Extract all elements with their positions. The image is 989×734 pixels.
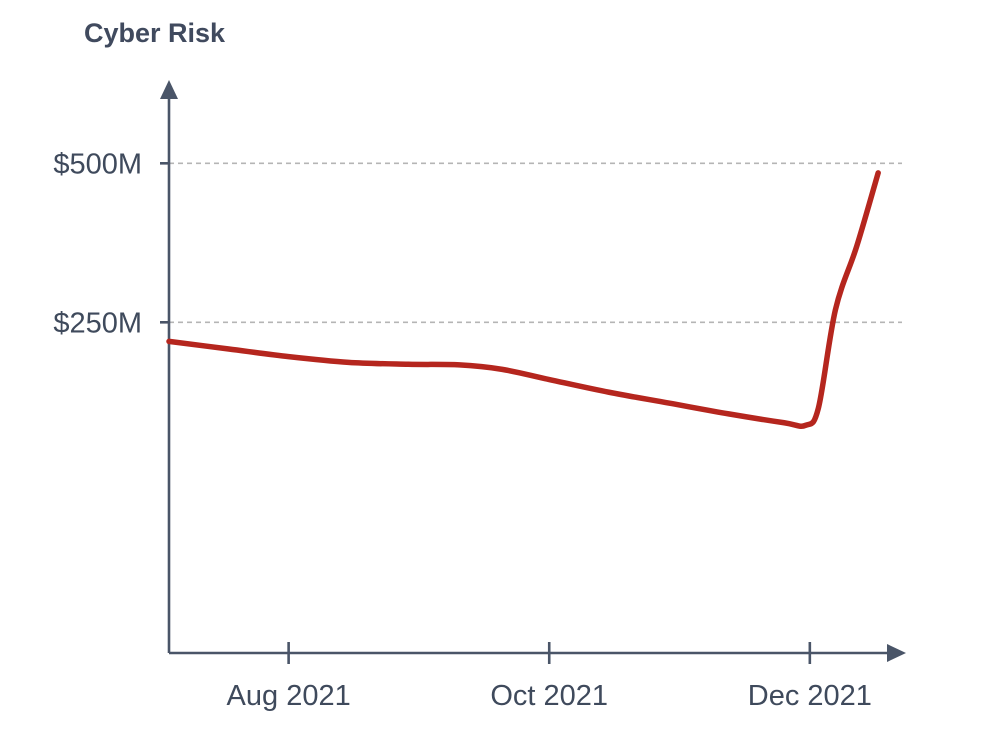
- series: [166, 170, 881, 429]
- x-tick-label: Oct 2021: [490, 680, 608, 712]
- axes: [160, 80, 906, 662]
- y-axis-label: Cyber Risk: [84, 18, 226, 48]
- x-axis-arrow-icon: [887, 644, 906, 662]
- y-tick-label: $500M: [53, 148, 142, 180]
- x-tick-label: Dec 2021: [748, 680, 872, 712]
- y-tick-labels: $250M $500M: [53, 148, 142, 339]
- series-line: [166, 170, 881, 429]
- x-tick-label: Aug 2021: [227, 680, 351, 712]
- y-tick-label: $250M: [53, 307, 142, 339]
- x-ticks: Aug 2021 Oct 2021 Dec 2021: [227, 642, 872, 712]
- gridlines: [160, 162, 902, 324]
- y-axis-arrow-icon: [160, 80, 178, 99]
